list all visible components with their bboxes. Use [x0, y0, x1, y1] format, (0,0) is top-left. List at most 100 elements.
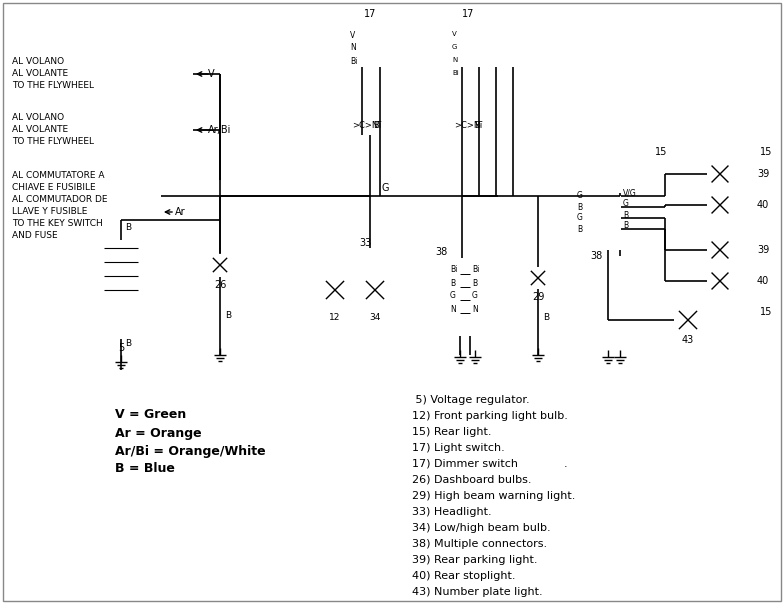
Text: ASD: ASD	[309, 61, 335, 71]
Text: 40: 40	[757, 276, 769, 286]
Bar	[306, 58, 338, 74]
Text: 5) Voltage regulator.: 5) Voltage regulator.	[412, 395, 530, 405]
Bar	[473, 41, 486, 51]
Text: 40: 40	[757, 200, 769, 210]
Text: B: B	[543, 313, 549, 323]
Text: TO THE FLYWHEEL: TO THE FLYWHEEL	[12, 82, 94, 91]
Bar	[668, 155, 756, 233]
Text: AL COMMUTADOR DE: AL COMMUTADOR DE	[12, 196, 107, 205]
Text: N: N	[472, 304, 477, 313]
Text: CHIAVE E FUSIBILE: CHIAVE E FUSIBILE	[12, 184, 96, 193]
Text: 29) High beam warning light.: 29) High beam warning light.	[412, 491, 575, 501]
Text: TO THE KEY SWITCH: TO THE KEY SWITCH	[12, 219, 103, 228]
Text: B̅i̅: B̅i̅	[474, 121, 482, 129]
Text: 38: 38	[590, 251, 602, 261]
Circle shape	[527, 267, 549, 289]
Text: AL COMMUTATORE A: AL COMMUTATORE A	[12, 172, 104, 181]
Text: Bi: Bi	[350, 57, 358, 65]
Text: CH: CH	[558, 31, 578, 45]
FancyBboxPatch shape	[519, 458, 539, 470]
Text: B: B	[623, 222, 628, 231]
Text: N: N	[450, 304, 456, 313]
Text: N: N	[350, 43, 356, 53]
Circle shape	[662, 216, 667, 220]
Text: 26) Dashboard bulbs.: 26) Dashboard bulbs.	[412, 475, 532, 485]
Text: Ar: Ar	[175, 207, 186, 217]
Text: .: .	[564, 459, 568, 469]
Text: 17) Dimmer switch: 17) Dimmer switch	[412, 459, 521, 469]
Text: USA: USA	[521, 461, 537, 467]
Bar	[648, 293, 728, 351]
Text: AL VOLANO: AL VOLANO	[12, 114, 64, 123]
Text: G: G	[577, 191, 583, 201]
Circle shape	[548, 60, 588, 100]
Text: G: G	[577, 213, 583, 222]
Text: 38) Multiple connectors.: 38) Multiple connectors.	[412, 539, 547, 549]
Text: B: B	[472, 278, 477, 288]
Bar	[448, 258, 493, 336]
Text: 15: 15	[760, 307, 772, 317]
Text: 39: 39	[757, 169, 769, 179]
Circle shape	[707, 237, 733, 263]
Circle shape	[707, 268, 733, 294]
Bar	[373, 28, 387, 38]
Bar	[373, 54, 387, 64]
Text: V = Green: V = Green	[115, 408, 187, 422]
Bar	[456, 41, 469, 51]
Circle shape	[451, 16, 455, 20]
Text: B: B	[450, 278, 456, 288]
Bar	[448, 10, 603, 132]
Text: B: B	[577, 225, 583, 234]
Bar	[490, 41, 503, 51]
Text: G: G	[452, 44, 457, 50]
Text: 40) Rear stoplight.: 40) Rear stoplight.	[412, 571, 516, 581]
Bar	[355, 28, 369, 38]
Text: 34) Low/high beam bulb.: 34) Low/high beam bulb.	[412, 523, 550, 533]
Text: G: G	[623, 199, 629, 208]
Text: 12) Front parking light bulb.: 12) Front parking light bulb.	[412, 411, 568, 421]
Text: >C>N: >C>N	[352, 121, 378, 129]
Text: 17: 17	[462, 9, 474, 19]
Bar	[310, 248, 445, 338]
Circle shape	[662, 193, 667, 199]
Text: 34: 34	[369, 313, 381, 323]
Text: B: B	[225, 310, 231, 320]
Circle shape	[662, 226, 667, 231]
Circle shape	[305, 21, 339, 55]
Circle shape	[217, 217, 223, 222]
Text: 17) Light switch.: 17) Light switch.	[412, 443, 505, 453]
Text: 15: 15	[655, 147, 667, 157]
Circle shape	[361, 276, 389, 304]
Circle shape	[209, 254, 231, 276]
Text: B: B	[125, 338, 131, 347]
Text: TO THE FLYWHEEL: TO THE FLYWHEEL	[12, 138, 94, 147]
Bar	[373, 41, 387, 51]
Text: 33: 33	[359, 238, 371, 248]
Text: V: V	[350, 30, 355, 39]
Text: 5: 5	[118, 343, 124, 353]
Bar	[456, 28, 469, 38]
Bar	[100, 240, 142, 310]
Text: >C>N: >C>N	[454, 121, 481, 129]
Bar	[595, 188, 621, 250]
Circle shape	[368, 193, 372, 199]
Circle shape	[662, 205, 667, 210]
Bar	[473, 54, 486, 64]
Circle shape	[707, 192, 733, 218]
Bar	[668, 232, 756, 310]
Text: N: N	[452, 57, 457, 63]
Bar	[355, 54, 369, 64]
Text: B: B	[623, 211, 628, 219]
Text: V: V	[452, 31, 457, 37]
Text: G: G	[450, 292, 456, 301]
Text: 39) Rear parking light.: 39) Rear parking light.	[412, 555, 538, 565]
Text: 38: 38	[435, 247, 447, 257]
Text: V/G: V/G	[623, 188, 637, 198]
Circle shape	[707, 161, 733, 187]
Bar	[295, 10, 433, 132]
Text: USA: USA	[309, 33, 335, 43]
Circle shape	[548, 18, 588, 58]
Text: ASD: ASD	[544, 461, 560, 467]
Text: Bi: Bi	[472, 266, 479, 274]
Text: 33) Headlight.: 33) Headlight.	[412, 507, 492, 517]
